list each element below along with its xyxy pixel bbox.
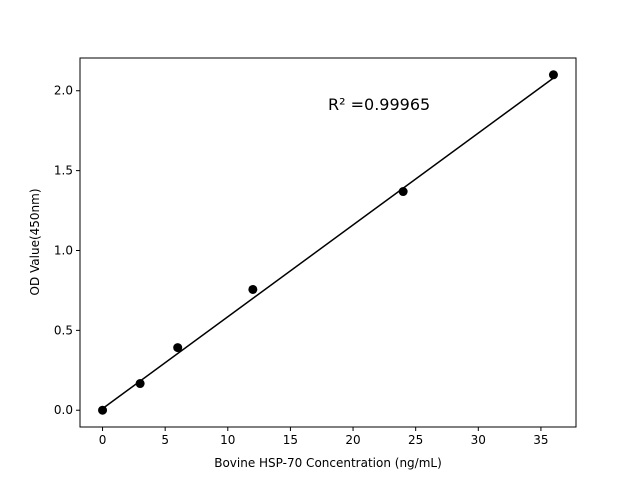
x-tick-label: 0 bbox=[99, 433, 107, 447]
plot-marks bbox=[98, 70, 558, 415]
x-tick-label: 20 bbox=[345, 433, 360, 447]
x-tick-label: 25 bbox=[408, 433, 423, 447]
x-tick-label: 30 bbox=[471, 433, 486, 447]
x-tick-label: 15 bbox=[283, 433, 298, 447]
x-axis-ticks: 0 5 10 15 20 25 30 35 bbox=[99, 427, 549, 447]
x-tick-label: 10 bbox=[220, 433, 235, 447]
data-point bbox=[173, 343, 183, 353]
x-tick-label: 5 bbox=[161, 433, 169, 447]
data-point bbox=[248, 284, 258, 294]
data-point bbox=[98, 405, 108, 415]
x-axis-label: Bovine HSP-70 Concentration (ng/mL) bbox=[214, 456, 442, 470]
y-axis-ticks: 0.0 0.5 1.0 1.5 2.0 bbox=[54, 84, 80, 417]
y-tick-label: 1.0 bbox=[54, 243, 73, 257]
fit-line bbox=[102, 77, 554, 410]
y-tick-label: 1.5 bbox=[54, 164, 73, 178]
data-point bbox=[548, 70, 558, 80]
y-tick-label: 0.0 bbox=[54, 403, 73, 417]
y-axis-label: OD Value(450nm) bbox=[28, 188, 42, 295]
axes-frame bbox=[79, 57, 577, 428]
y-tick-label: 2.0 bbox=[54, 84, 73, 98]
r-squared-annotation: R² =0.99965 bbox=[328, 95, 430, 114]
data-point bbox=[398, 187, 408, 197]
y-tick-label: 0.5 bbox=[54, 323, 73, 337]
x-tick-label: 35 bbox=[533, 433, 548, 447]
data-point bbox=[135, 379, 145, 389]
